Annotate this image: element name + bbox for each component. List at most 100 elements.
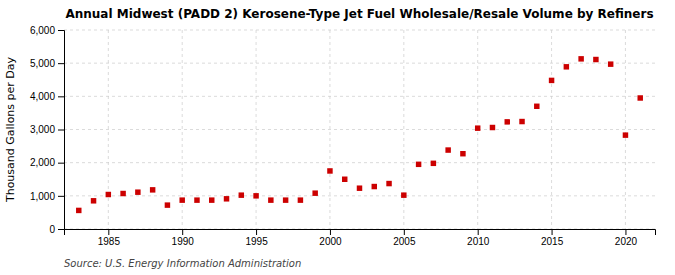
tick: 4,000 <box>30 91 64 102</box>
point <box>327 168 332 173</box>
y-axis-title: Thousand Gallons per Day <box>4 56 17 203</box>
tick: 0 <box>49 224 64 235</box>
tick-label: 2020 <box>615 236 638 247</box>
tick-mark <box>330 229 331 235</box>
tick: 2010 <box>467 229 490 247</box>
point <box>608 61 613 66</box>
point <box>150 187 155 192</box>
points <box>76 56 643 213</box>
tick-mark <box>552 229 553 235</box>
tick-label: 2010 <box>467 236 490 247</box>
point <box>416 162 421 167</box>
tick-label: 1,000 <box>30 191 55 202</box>
tick-mark <box>58 196 64 197</box>
point <box>239 192 244 197</box>
tick: 2020 <box>615 229 638 247</box>
point <box>312 190 317 195</box>
tick-label: 5,000 <box>30 58 55 69</box>
tick-mark <box>58 163 64 164</box>
tick: 1985 <box>98 229 121 247</box>
point <box>623 132 628 137</box>
tick-mark <box>58 130 64 131</box>
chart: 1985 1990 1995 2000 2005 2010 2015 2020 0 1,000 2,… <box>0 0 675 275</box>
axis-line <box>58 31 65 230</box>
point <box>179 197 184 202</box>
tick-mark <box>404 229 405 235</box>
tick-mark <box>478 229 479 235</box>
point <box>519 119 524 124</box>
tick-label: 3,000 <box>30 124 55 135</box>
point <box>194 197 199 202</box>
point <box>564 64 569 69</box>
tick: 6,000 <box>30 25 64 36</box>
point <box>549 78 554 83</box>
grid-line <box>625 30 626 229</box>
point <box>460 151 465 156</box>
tick: 2000 <box>319 229 342 247</box>
point <box>209 197 214 202</box>
tick: 1990 <box>172 229 195 247</box>
tick-mark <box>58 229 64 230</box>
point <box>342 177 347 182</box>
tick: 2015 <box>541 229 564 247</box>
tick-label: 2005 <box>393 236 416 247</box>
grid-line <box>403 30 404 229</box>
tick: 2,000 <box>30 157 64 168</box>
point <box>372 184 377 189</box>
point <box>593 57 598 62</box>
grid <box>64 30 655 229</box>
point <box>445 147 450 152</box>
tick-mark <box>58 30 64 31</box>
point <box>357 185 362 190</box>
point <box>431 161 436 166</box>
tick-label: 1985 <box>98 236 121 247</box>
grid-line <box>64 129 655 130</box>
tick-mark <box>182 229 183 235</box>
point <box>490 125 495 130</box>
point <box>401 192 406 197</box>
tick-mark <box>108 229 109 235</box>
tick-mark <box>58 63 64 64</box>
point <box>76 208 81 213</box>
point <box>386 181 391 186</box>
tick: 1995 <box>245 229 268 247</box>
point <box>268 197 273 202</box>
tick: 3,000 <box>30 124 64 135</box>
y-axis: 0 1,000 2,000 3,000 4,000 5,000 6,000 <box>30 25 65 235</box>
tick-mark <box>58 96 64 97</box>
tick-label: 4,000 <box>30 91 55 102</box>
grid-line <box>64 30 655 31</box>
axis-line <box>65 230 656 236</box>
grid-line <box>64 63 655 64</box>
grid-line <box>64 96 655 97</box>
tick-label: 2,000 <box>30 157 55 168</box>
tick-mark <box>625 229 626 235</box>
point <box>106 192 111 197</box>
grid-line <box>64 162 655 163</box>
title: Annual Midwest (PADD 2) Kerosene-Type Je… <box>65 7 653 21</box>
source: Source: U.S. Energy Information Administ… <box>64 258 301 269</box>
tick-label: 2000 <box>319 236 342 247</box>
point <box>224 196 229 201</box>
point <box>135 189 140 194</box>
x-axis: 1985 1990 1995 2000 2005 2010 2015 2020 <box>65 229 656 247</box>
tick: 5,000 <box>30 58 64 69</box>
point <box>91 198 96 203</box>
point <box>578 56 583 61</box>
point <box>283 197 288 202</box>
tick-label: 2015 <box>541 236 564 247</box>
tick: 2005 <box>393 229 416 247</box>
tick-mark <box>256 229 257 235</box>
tick-label: 1995 <box>245 236 268 247</box>
point <box>534 104 539 109</box>
tick-label: 0 <box>49 224 55 235</box>
point <box>120 191 125 196</box>
point <box>505 119 510 124</box>
grid-line <box>64 195 655 196</box>
point <box>298 197 303 202</box>
point <box>165 202 170 207</box>
plot-area: 1985 1990 1995 2000 2005 2010 2015 2020 0 1,000 2,… <box>30 25 656 247</box>
point <box>637 95 642 100</box>
point <box>475 125 480 130</box>
tick: 1,000 <box>30 191 64 202</box>
